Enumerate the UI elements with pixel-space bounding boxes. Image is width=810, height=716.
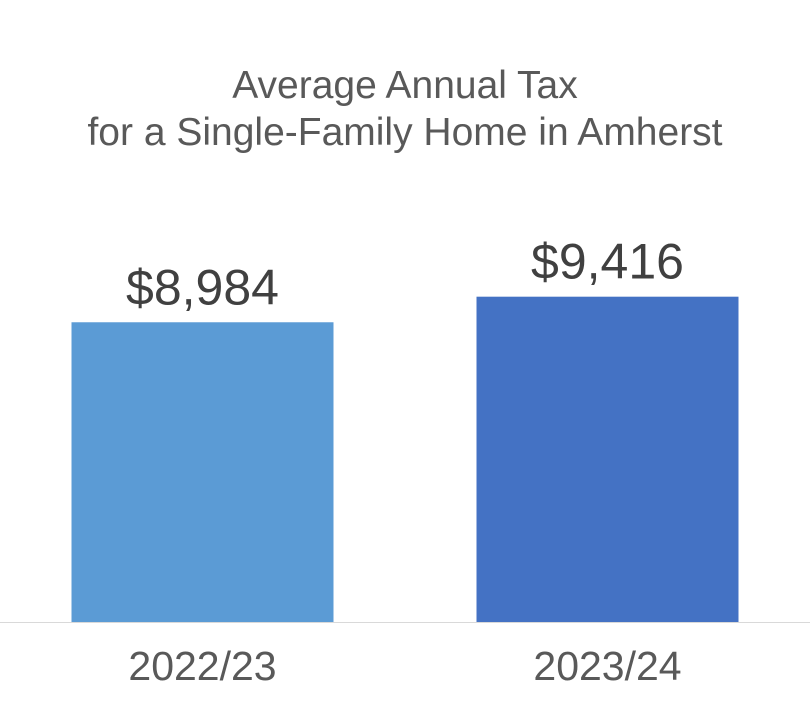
data-label-2022-23: $8,984 — [126, 259, 279, 315]
x-tick-label-2022-23: 2022/23 — [128, 643, 276, 689]
bar-2022-23 — [71, 322, 334, 622]
chart-title: Average Annual Tax for a Single-Family H… — [0, 62, 810, 156]
chart-title-line-1: Average Annual Tax — [232, 64, 578, 107]
chart-title-line-2: for a Single-Family Home in Amherst — [87, 111, 723, 154]
bar-2023-24 — [476, 296, 739, 622]
x-tick-label-2023-24: 2023/24 — [533, 643, 681, 689]
data-label-2023-24: $9,416 — [531, 234, 684, 290]
